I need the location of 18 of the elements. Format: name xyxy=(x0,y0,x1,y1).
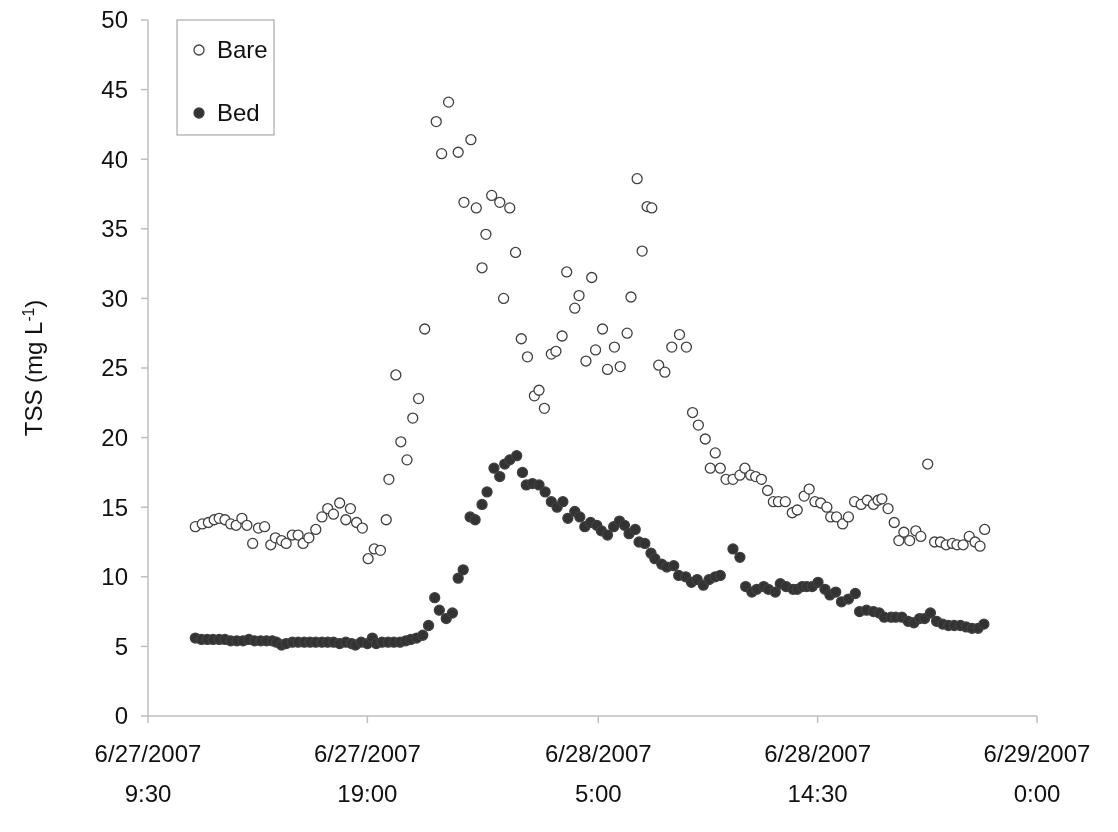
y-tick-label: 15 xyxy=(101,493,128,521)
y-tick-label: 30 xyxy=(101,284,128,312)
x-tick-label: 6/28/2007 14:30 xyxy=(764,740,872,807)
y-tick-label: 50 xyxy=(101,6,128,34)
y-tick-label: 45 xyxy=(101,76,128,103)
y-tick-label: 35 xyxy=(101,215,128,243)
y-tick-label: 0 xyxy=(114,702,128,730)
legend-label: Bare xyxy=(217,36,268,64)
x-tick-label: 6/27/2007 19:00 xyxy=(313,740,421,807)
y-tick-label: 10 xyxy=(101,563,128,591)
legend-label: Bed xyxy=(217,99,260,127)
x-tick-label: 6/27/2007 9:30 xyxy=(94,740,202,807)
x-tick-label: 6/29/2007 0:00 xyxy=(983,740,1091,807)
x-tick-label: 6/28/2007 5:00 xyxy=(544,740,652,807)
y-tick-label: 25 xyxy=(101,354,128,382)
y-tick-label: 20 xyxy=(101,424,128,451)
y-tick-label: 5 xyxy=(114,632,128,660)
y-tick-label: 40 xyxy=(101,145,128,173)
